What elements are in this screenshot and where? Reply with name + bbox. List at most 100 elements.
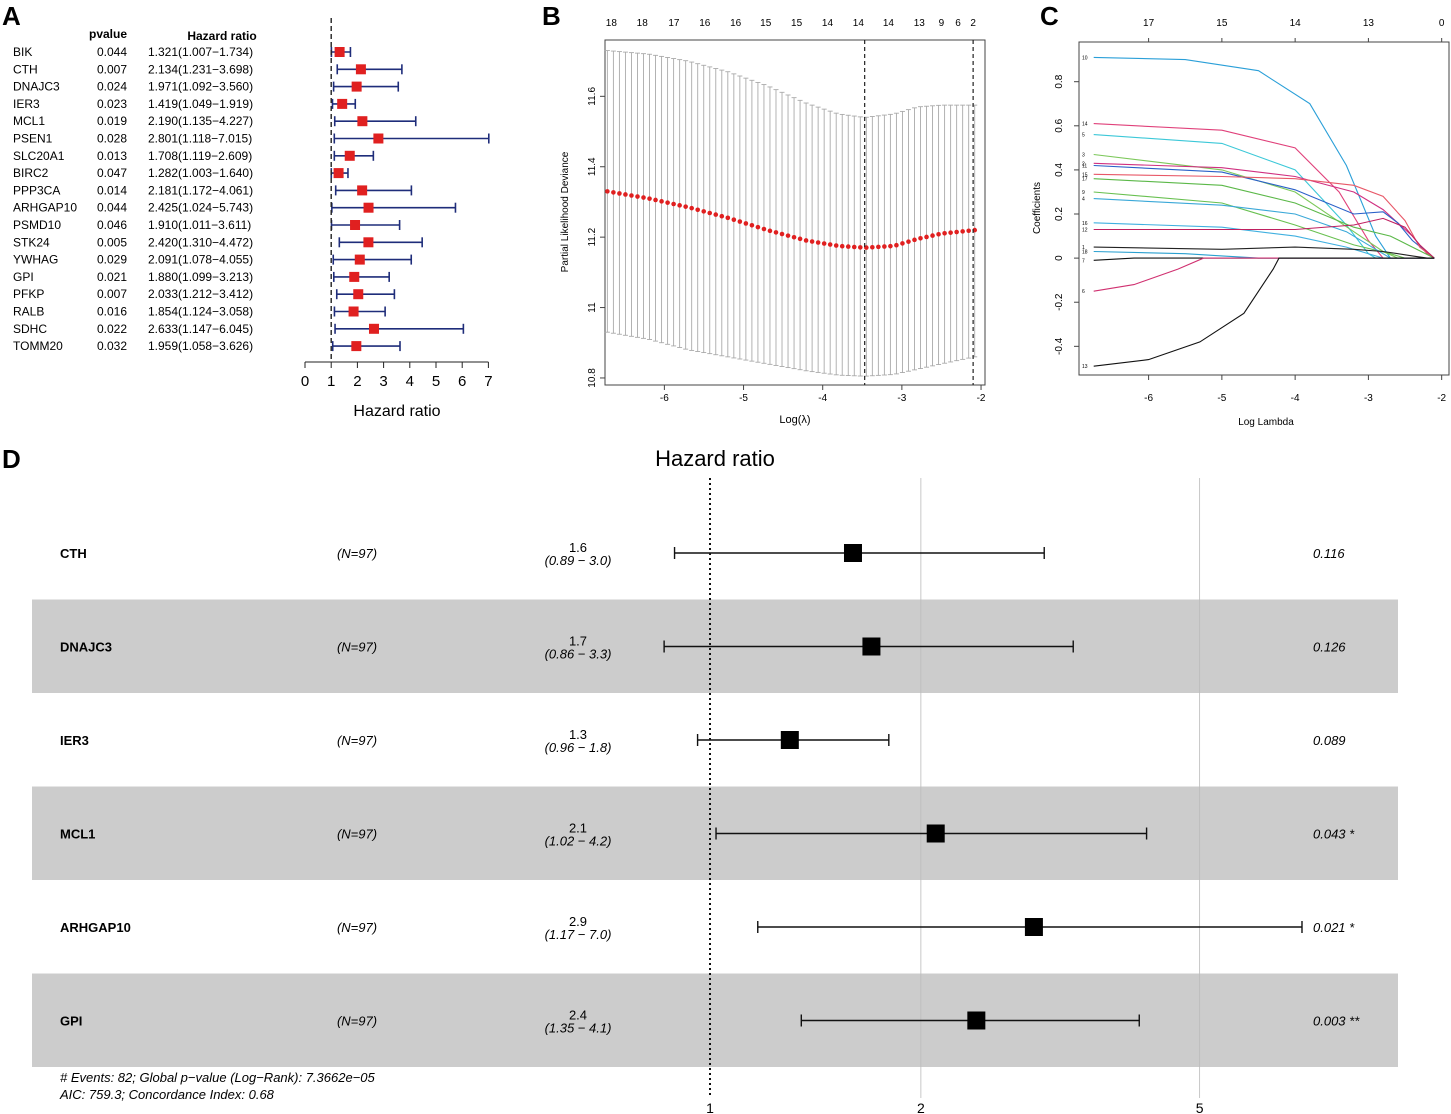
deviance-point <box>882 244 887 249</box>
x-tick-label: -4 <box>1291 393 1300 404</box>
series-label: 17 <box>1082 177 1088 183</box>
x-tick-label: -3 <box>1364 393 1373 404</box>
series-label: 16 <box>1082 221 1088 227</box>
row-pvalue: 0.014 <box>97 183 127 197</box>
row-hr-value: 1.3 <box>569 727 587 742</box>
coefficient-path <box>1093 217 1435 259</box>
row-gene-label: CTH <box>60 546 87 561</box>
top-tick-label: 17 <box>1143 18 1155 29</box>
row-pvalue: 0.021 * <box>1313 920 1355 935</box>
hr-marker <box>355 64 366 75</box>
deviance-point <box>803 238 809 243</box>
hr-marker <box>344 150 355 161</box>
top-tick-label: 14 <box>853 18 865 29</box>
row-pvalue: 0.023 <box>97 97 127 111</box>
deviance-point <box>707 210 713 216</box>
hr-marker <box>348 306 359 317</box>
coefficient-path <box>1093 56 1435 259</box>
deviance-point <box>948 230 953 235</box>
deviance-point <box>791 234 797 240</box>
y-tick-label: 0.4 <box>1054 163 1065 177</box>
y-tick-label: 11.6 <box>587 87 598 106</box>
hr-marker <box>337 98 348 109</box>
series-label: 14 <box>1082 122 1088 128</box>
deviance-point <box>797 236 803 242</box>
deviance-point <box>839 243 845 249</box>
row-ci-text: (1.17 − 7.0) <box>545 927 612 942</box>
deviance-point <box>617 191 622 196</box>
row-ci-text: (0.86 − 3.3) <box>545 647 612 662</box>
row-pvalue: 0.044 <box>97 201 127 215</box>
deviance-point <box>719 213 725 219</box>
deviance-point <box>845 244 851 249</box>
row-gene-label: SLC20A1 <box>13 149 65 163</box>
row-gene-label: PFKP <box>13 287 44 301</box>
x-tick-label: -2 <box>977 393 986 404</box>
x-tick-label: -5 <box>1217 393 1226 404</box>
x-tick-label: 1 <box>706 1100 714 1114</box>
row-pvalue: 0.013 <box>97 149 127 163</box>
row-pvalue: 0.022 <box>97 322 127 336</box>
top-tick-label: 13 <box>914 18 926 29</box>
y-tick-label: 0.6 <box>1054 118 1065 132</box>
deviance-point <box>611 190 616 195</box>
deviance-point <box>960 229 965 234</box>
deviance-point <box>773 230 779 235</box>
row-gene-label: MCL1 <box>60 827 95 842</box>
deviance-point <box>870 244 875 250</box>
row-pvalue: 0.024 <box>97 80 127 94</box>
row-pvalue: 0.028 <box>97 132 127 146</box>
top-tick-label: 14 <box>1290 18 1302 29</box>
col-header-hazard-ratio: Hazard ratio <box>187 29 256 43</box>
row-hazard-ratio-text: 2.134(1.231−3.698) <box>148 62 253 76</box>
deviance-point <box>821 241 827 246</box>
series-label: 11 <box>1082 163 1087 169</box>
row-gene-label: MCL1 <box>13 114 45 128</box>
deviance-point <box>605 189 610 194</box>
row-gene-label: ARHGAP10 <box>13 201 77 215</box>
hr-marker <box>1024 918 1043 936</box>
row-n: (N=97) <box>337 827 377 842</box>
deviance-point <box>833 243 839 248</box>
series-label: 10 <box>1082 55 1088 61</box>
row-hazard-ratio-text: 2.420(1.310−4.472) <box>148 235 253 249</box>
row-pvalue: 0.126 <box>1313 640 1346 655</box>
coefficient-path <box>1093 164 1435 259</box>
series-label: 15 <box>1082 172 1088 178</box>
row-gene-label: IER3 <box>13 97 40 111</box>
x-tick-label: 5 <box>1196 1100 1204 1114</box>
deviance-point <box>767 228 773 234</box>
row-ci-text: (1.35 − 4.1) <box>545 1021 612 1036</box>
x-tick-label: 7 <box>484 373 492 390</box>
deviance-point <box>785 233 791 238</box>
deviance-point <box>761 226 767 232</box>
row-hr-value: 1.6 <box>569 540 587 555</box>
deviance-point <box>936 231 941 237</box>
x-tick-label: 0 <box>301 373 309 390</box>
row-hazard-ratio-text: 2.190(1.135−4.227) <box>148 114 253 128</box>
hr-marker <box>967 1011 986 1030</box>
panel-label-d: D <box>2 444 21 474</box>
deviance-point <box>689 205 694 211</box>
row-ci-text: (1.02 − 4.2) <box>545 834 612 849</box>
y-tick-label: 0.2 <box>1054 207 1065 221</box>
row-gene-label: PSEN1 <box>13 132 53 146</box>
hr-marker <box>368 323 379 334</box>
x-tick-label: 6 <box>458 373 466 390</box>
hr-marker <box>373 133 384 144</box>
top-tick-label: 13 <box>1363 18 1375 29</box>
coefficient-path <box>1093 257 1435 367</box>
top-tick-label: 18 <box>637 18 649 29</box>
deviance-point <box>888 243 893 249</box>
x-tick-label: 2 <box>353 373 361 390</box>
coefficient-path <box>1093 198 1435 259</box>
deviance-point <box>653 197 658 203</box>
top-tick-label: 2 <box>970 18 976 29</box>
row-hazard-ratio-text: 2.633(1.147−6.045) <box>148 322 253 336</box>
y-tick-label: 10.8 <box>587 368 598 388</box>
row-gene-label: CTH <box>13 62 38 76</box>
row-n: (N=97) <box>337 1014 377 1029</box>
deviance-point <box>857 245 863 250</box>
deviance-point <box>918 235 923 241</box>
series-label: 13 <box>1082 364 1088 370</box>
